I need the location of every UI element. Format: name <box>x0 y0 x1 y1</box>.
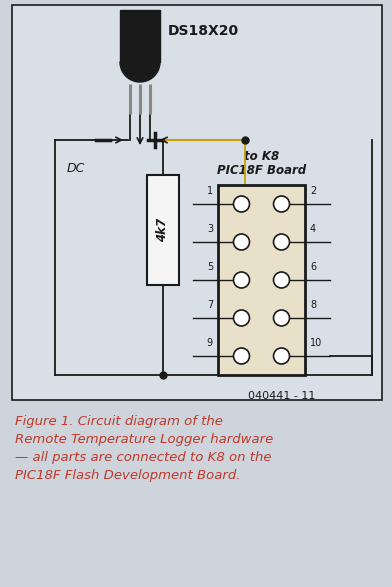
Bar <box>218 185 305 375</box>
Text: y: y <box>178 74 212 126</box>
Circle shape <box>274 310 290 326</box>
Text: n: n <box>276 321 304 359</box>
Circle shape <box>234 234 249 250</box>
Text: 7: 7 <box>207 300 213 310</box>
Circle shape <box>234 272 249 288</box>
Text: o: o <box>47 321 73 359</box>
Text: t: t <box>200 144 220 186</box>
Circle shape <box>274 348 290 364</box>
Text: 8: 8 <box>310 300 316 310</box>
Text: e: e <box>42 211 68 249</box>
Text: PIC18F Flash Development Board.: PIC18F Flash Development Board. <box>15 469 241 482</box>
Text: c: c <box>278 211 301 249</box>
Text: t: t <box>46 266 64 304</box>
Circle shape <box>274 272 290 288</box>
Text: PIC18F Board: PIC18F Board <box>217 164 306 177</box>
Text: Remote Temperature Logger hardware: Remote Temperature Logger hardware <box>15 433 273 446</box>
Text: l: l <box>160 211 170 239</box>
Text: — all parts are connected to K8 on the: — all parts are connected to K8 on the <box>15 451 272 464</box>
Text: 10: 10 <box>310 338 322 348</box>
Text: 4k7: 4k7 <box>156 218 169 242</box>
Polygon shape <box>120 62 160 82</box>
Text: Figure 1. Circuit diagram of the: Figure 1. Circuit diagram of the <box>15 415 223 428</box>
Text: e: e <box>251 87 279 129</box>
Circle shape <box>234 310 249 326</box>
Circle shape <box>274 234 290 250</box>
Bar <box>12 5 382 400</box>
Text: 5: 5 <box>207 262 213 272</box>
Bar <box>147 175 179 285</box>
Text: i: i <box>43 149 57 191</box>
Text: 1: 1 <box>207 186 213 196</box>
Text: 9: 9 <box>207 338 213 348</box>
Text: 2: 2 <box>310 186 316 196</box>
Circle shape <box>234 348 249 364</box>
Text: DC: DC <box>67 162 85 175</box>
Bar <box>120 10 160 62</box>
Text: DS18X20: DS18X20 <box>168 24 239 38</box>
Circle shape <box>234 196 249 212</box>
Text: 3: 3 <box>207 224 213 234</box>
Text: i: i <box>125 330 135 359</box>
Text: c: c <box>198 326 221 364</box>
Text: 6: 6 <box>310 262 316 272</box>
Text: to K8: to K8 <box>244 150 279 163</box>
Circle shape <box>274 196 290 212</box>
Text: u: u <box>111 79 149 131</box>
Text: r: r <box>165 261 185 299</box>
Text: b: b <box>36 89 74 141</box>
Text: 040441 - 11: 040441 - 11 <box>248 391 315 401</box>
Text: 4: 4 <box>310 224 316 234</box>
